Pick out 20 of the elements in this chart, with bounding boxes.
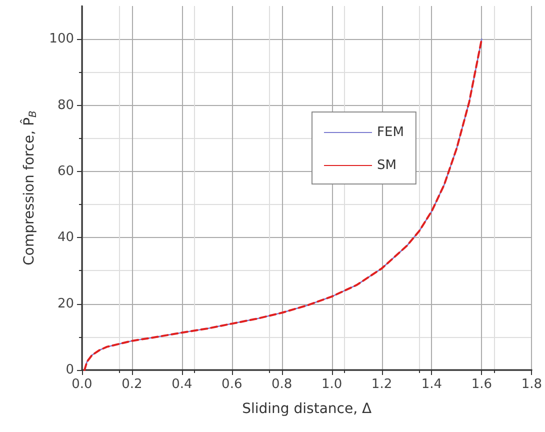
legend-label: FEM xyxy=(377,125,404,140)
legend-label: SM xyxy=(377,158,396,173)
x-tick-label: 1.4 xyxy=(421,377,442,392)
x-tick-label: 1.2 xyxy=(371,377,392,392)
x-tick-label: 0.8 xyxy=(272,377,292,392)
y-tick-label: 0 xyxy=(66,362,74,378)
x-tick-label: 0.2 xyxy=(122,377,142,392)
x-axis-title: Sliding distance, Δ xyxy=(242,401,372,417)
x-tick-label: 0.4 xyxy=(172,377,192,392)
x-tick-label: 0.6 xyxy=(222,377,242,392)
y-axis-title: Compression force, P̂B xyxy=(20,110,39,266)
x-tick-label: 1.8 xyxy=(521,377,542,392)
x-tick-label: 0.0 xyxy=(72,377,92,392)
x-tick-label: 1.0 xyxy=(321,377,342,392)
y-tick-label: 20 xyxy=(57,296,74,312)
y-tick-label: 80 xyxy=(57,98,74,113)
y-tick-label: 100 xyxy=(49,32,74,47)
y-tick-label: 40 xyxy=(57,230,74,246)
x-tick-label: 1.6 xyxy=(471,377,492,392)
y-tick-label: 60 xyxy=(57,164,74,179)
